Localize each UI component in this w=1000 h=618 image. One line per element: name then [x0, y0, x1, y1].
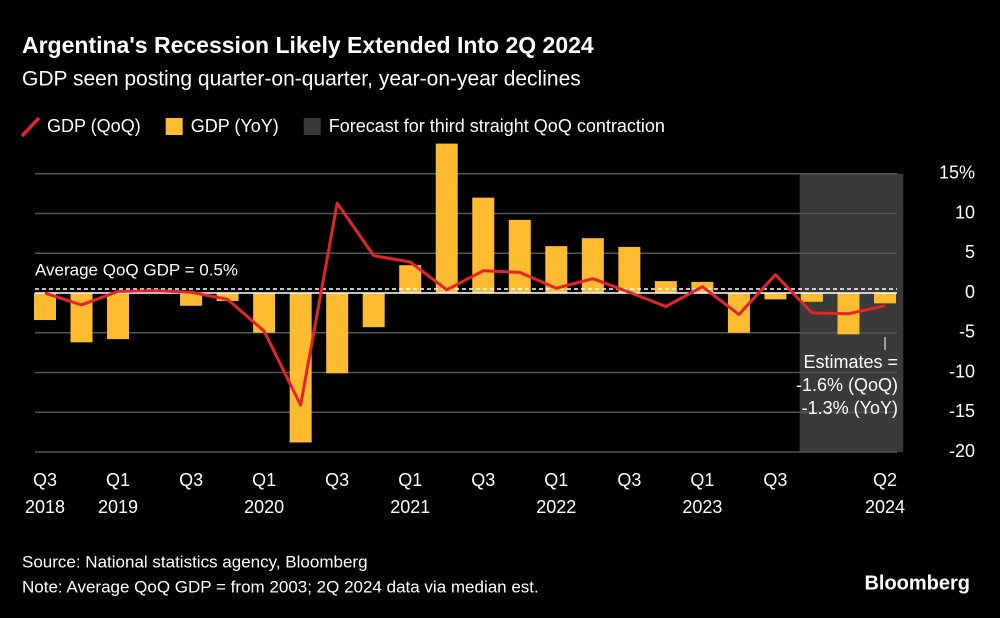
- bar: [216, 293, 239, 301]
- legend-label: GDP (YoY): [191, 116, 279, 136]
- x-tick-label: Q3: [179, 470, 203, 490]
- annotation: -1.3% (YoY): [802, 398, 898, 418]
- bar: [34, 293, 56, 321]
- bar: [545, 246, 568, 294]
- x-tick-year: 2019: [98, 497, 138, 517]
- x-tick-year: 2022: [536, 497, 576, 517]
- bar: [70, 293, 93, 343]
- bar: [874, 293, 896, 304]
- x-tick-label: Q2: [873, 470, 897, 490]
- x-tick-label: Q1: [544, 470, 568, 490]
- x-tick-year: 2018: [25, 497, 65, 517]
- x-tick-label: Q3: [617, 470, 641, 490]
- x-tick-year: 2024: [865, 497, 905, 517]
- x-tick-year: 2020: [244, 497, 284, 517]
- average-label: Average QoQ GDP = 0.5%: [35, 261, 238, 280]
- y-tick-label: 15%: [939, 163, 975, 183]
- y-tick-label: -10: [949, 361, 975, 381]
- annotation: Estimates =: [803, 352, 898, 372]
- bar: [581, 238, 604, 294]
- x-tick-label: Q3: [325, 470, 349, 490]
- x-tick-label: Q1: [252, 470, 276, 490]
- legend-label: Forecast for third straight QoQ contract…: [329, 116, 665, 136]
- bar: [107, 293, 130, 340]
- chart-subtitle: GDP seen posting quarter-on-quarter, yea…: [22, 68, 581, 91]
- line: [44, 201, 886, 407]
- x-tick-label: Q1: [398, 470, 422, 490]
- bar: [508, 219, 531, 294]
- bar: [472, 197, 495, 294]
- bar: [800, 293, 823, 302]
- chart-title: Argentina's Recession Likely Extended In…: [22, 32, 594, 58]
- x-tick-label: Q3: [33, 470, 57, 490]
- x-tick-year: 2021: [390, 497, 430, 517]
- x-tick-label: Q1: [690, 470, 714, 490]
- note: Note: Average QoQ GDP = from 2003; 2Q 20…: [22, 577, 539, 596]
- bar: [289, 293, 312, 443]
- legend-swatch: [20, 116, 41, 138]
- y-tick-label: 5: [965, 242, 975, 262]
- annotation: -1.6% (QoQ): [796, 375, 898, 395]
- logo: Bloomberg: [864, 572, 970, 594]
- bar: [362, 293, 385, 328]
- x-tick-label: Q1: [106, 470, 130, 490]
- bar: [618, 246, 641, 294]
- bar: [654, 281, 677, 294]
- x-tick-label: Q3: [763, 470, 787, 490]
- bar: [764, 293, 787, 300]
- legend-label: GDP (QoQ): [47, 116, 141, 136]
- y-tick-label: 0: [965, 282, 975, 302]
- bar: [435, 143, 458, 294]
- source: Source: National statistics agency, Bloo…: [22, 552, 368, 571]
- legend-swatch: [165, 118, 183, 135]
- bar: [326, 293, 349, 374]
- y-tick-label: -20: [949, 441, 975, 461]
- x-tick-label: Q3: [471, 470, 495, 490]
- y-tick-label: -15: [949, 401, 975, 421]
- bar: [180, 293, 203, 306]
- y-tick-label: -5: [959, 322, 975, 342]
- bar: [253, 293, 276, 333]
- x-tick-year: 2023: [682, 497, 722, 517]
- y-tick-label: 10: [955, 202, 975, 222]
- legend-swatch: [303, 118, 321, 135]
- bar: [399, 265, 422, 294]
